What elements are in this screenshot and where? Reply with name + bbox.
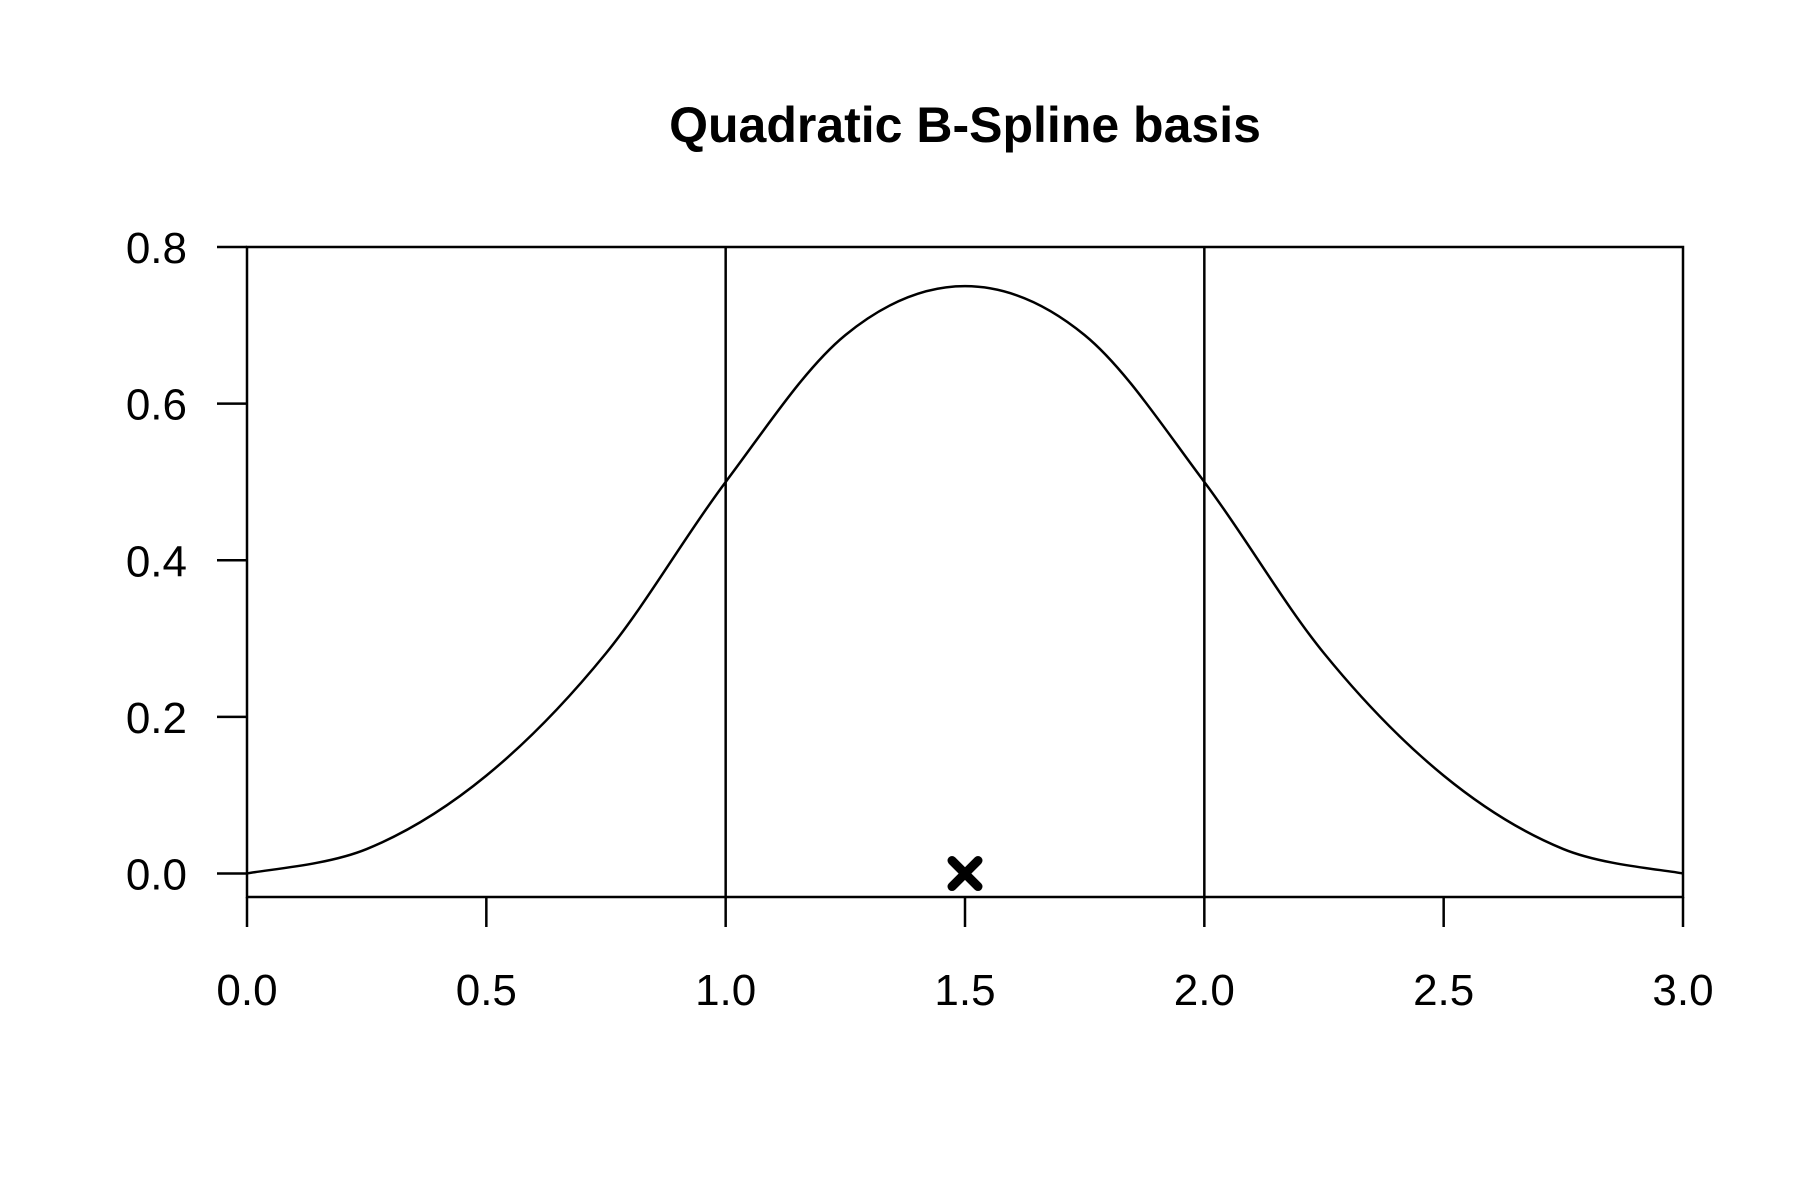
y-tick-label: 0.0 (126, 851, 187, 900)
y-tick-label: 0.8 (126, 224, 187, 273)
x-tick-label: 2.5 (1413, 966, 1474, 1015)
chart-title: Quadratic B-Spline basis (669, 97, 1261, 153)
x-tick-label: 1.5 (934, 966, 995, 1015)
plot-area: 0.0 0.5 1.0 1.5 2.0 2.5 3.0 0.0 0.2 0.4 0.6 0.8 (126, 224, 1714, 1015)
x-icon (947, 856, 983, 892)
x-tick-label: 1.0 (695, 966, 756, 1015)
y-tick-label: 0.4 (126, 537, 187, 586)
series-line (246, 284, 1684, 875)
marker-stroke (947, 856, 983, 892)
plot-frame (245, 245, 1685, 899)
x-tick-label: 2.0 (1174, 966, 1235, 1015)
x-tick-label: 3.0 (1652, 966, 1713, 1015)
y-tick-label: 0.6 (126, 381, 187, 430)
x-tick-label: 0.5 (456, 966, 517, 1015)
y-tick-label: 0.2 (126, 694, 187, 743)
x-tick-label: 0.0 (216, 966, 277, 1015)
